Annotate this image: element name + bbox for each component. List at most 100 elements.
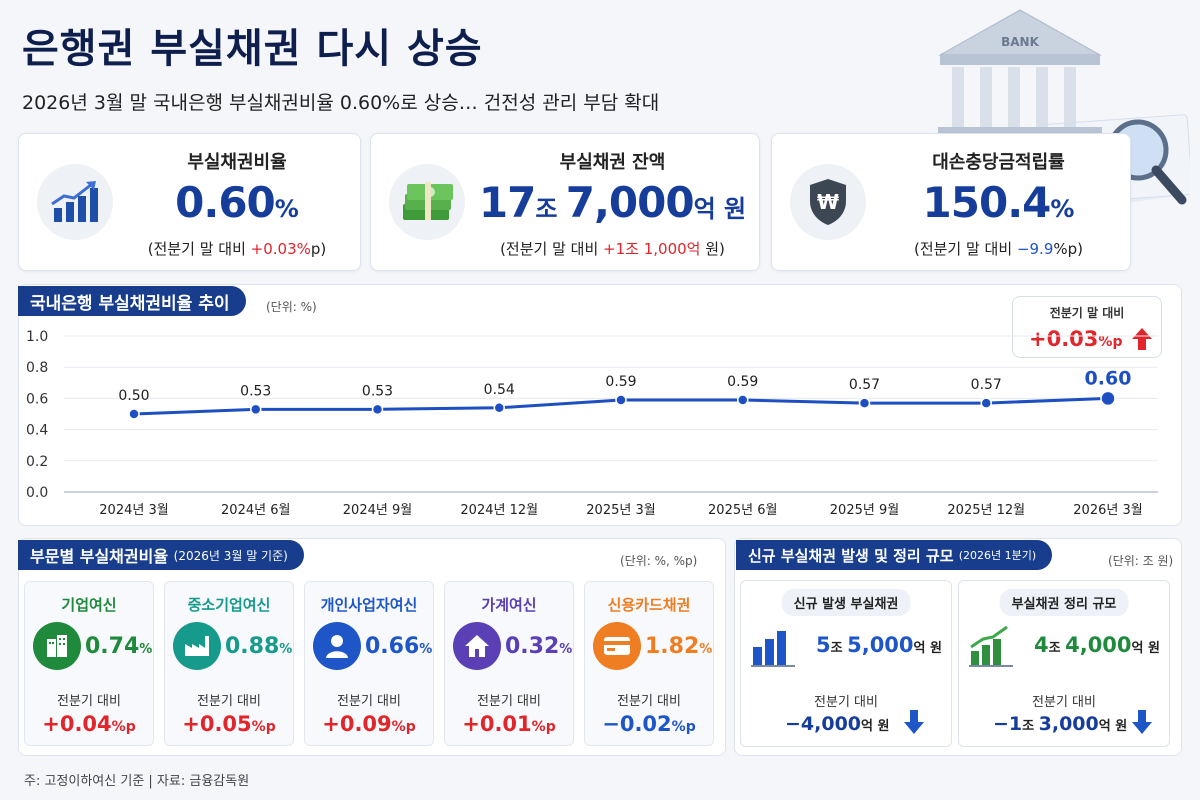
won-shield-icon: ₩ bbox=[790, 164, 866, 240]
money-icon bbox=[389, 164, 465, 240]
x-tick-label: 2024년 3월 bbox=[99, 503, 168, 518]
segment-change-label: 전분기 대비 bbox=[197, 694, 261, 709]
trend-unit: (단위: %) bbox=[266, 300, 317, 314]
data-point bbox=[250, 403, 262, 416]
x-tick-label: 2024년 9월 bbox=[343, 503, 412, 518]
segment-value: 0.88% bbox=[225, 634, 293, 659]
flow-change-label: 전분기 대비 bbox=[1032, 695, 1096, 710]
data-label: 0.54 bbox=[484, 382, 515, 398]
factory-icon bbox=[173, 622, 221, 670]
growth-chart-icon bbox=[969, 625, 1013, 667]
person-icon bbox=[313, 622, 361, 670]
footer-note: 주: 고정이하여신 기준 | 자료: 금융감독원 bbox=[24, 774, 250, 789]
kpi-label: 부실채권 잔액 bbox=[559, 152, 666, 173]
data-label: 0.59 bbox=[727, 374, 758, 390]
segment-card: 기업여신 0.74% 전분기 대비 +0.04%p bbox=[24, 581, 154, 746]
chart-up-icon bbox=[37, 164, 113, 240]
kpi-npl-balance: 부실채권 잔액 17조 7,000억 원 (전분기 말 대비 +1조 1,000… bbox=[370, 133, 760, 271]
flow-card-new-npl: 신규 발생 부실채권 5조 5,000억 원 전분기 대비 −4,000억 원 bbox=[740, 580, 952, 747]
trend-callout: 전분기 말 대비 +0.03%p bbox=[1012, 296, 1162, 358]
y-tick-label: 0.2 bbox=[26, 454, 48, 470]
data-point bbox=[371, 403, 384, 416]
segment-name: 기업여신 bbox=[61, 596, 117, 614]
segment-change: +0.05%p bbox=[182, 712, 276, 736]
bar-chart-icon bbox=[751, 631, 795, 667]
segment-value: 0.74% bbox=[85, 634, 153, 659]
data-label: 0.53 bbox=[240, 383, 271, 399]
flow-label: 부실채권 정리 규모 bbox=[999, 589, 1129, 616]
kpi-value: 150.4% bbox=[922, 178, 1075, 227]
x-tick-label: 2024년 6월 bbox=[221, 503, 290, 518]
segment-change: +0.09%p bbox=[322, 712, 416, 736]
kpi-change: (전분기 말 대비 +0.03%p) bbox=[147, 240, 327, 258]
segment-card: 개인사업자여신 0.66% 전분기 대비 +0.09%p bbox=[304, 581, 434, 746]
segment-change-label: 전분기 대비 bbox=[337, 694, 401, 709]
segment-change: −0.02%p bbox=[602, 712, 696, 736]
segment-unit: (단위: %, %p) bbox=[620, 554, 698, 568]
flow-change-label: 전분기 대비 bbox=[814, 695, 878, 710]
segment-change: +0.04%p bbox=[42, 712, 136, 736]
bank-sign: BANK bbox=[1001, 35, 1039, 49]
flow-unit: (단위: 조 원) bbox=[1108, 554, 1174, 568]
kpi-loan-loss-reserve: ₩ 대손충당금적립률 150.4% (전분기 말 대비 −9.9%p) bbox=[771, 133, 1131, 271]
flow-value: 4조 4,000억 원 bbox=[1033, 633, 1160, 657]
segment-value: 0.32% bbox=[505, 634, 573, 659]
x-tick-label: 2024년 12월 bbox=[460, 503, 538, 518]
x-tick-label: 2026년 3월 bbox=[1073, 503, 1142, 518]
kpi-label: 대손충당금적립률 bbox=[932, 152, 1065, 173]
x-tick-label: 2025년 6월 bbox=[708, 503, 777, 518]
kpi-change: (전분기 말 대비 +1조 1,000억 원) bbox=[500, 240, 725, 258]
svg-text:₩: ₩ bbox=[817, 190, 839, 214]
arrow-down-icon bbox=[1132, 710, 1152, 734]
data-label: 0.60 bbox=[1085, 367, 1132, 389]
data-label: 0.50 bbox=[118, 388, 149, 404]
flow-title: 신규 부실채권 발생 및 정리 규모 (2026년 1분기) bbox=[736, 540, 1053, 570]
y-tick-label: 0.8 bbox=[26, 360, 48, 376]
data-label: 0.59 bbox=[605, 374, 636, 390]
data-point bbox=[493, 402, 505, 414]
x-tick-label: 2025년 12월 bbox=[947, 503, 1025, 518]
x-tick-label: 2025년 3월 bbox=[586, 503, 655, 518]
x-tick-label: 2025년 9월 bbox=[830, 503, 899, 518]
house-icon bbox=[453, 622, 501, 670]
segment-name: 가계여신 bbox=[481, 596, 537, 614]
segment-name: 중소기업여신 bbox=[187, 596, 271, 614]
segment-change: +0.01%p bbox=[462, 712, 556, 736]
data-point bbox=[1100, 390, 1116, 407]
flow-change: −4,000억 원 bbox=[785, 713, 890, 735]
kpi-value: 0.60% bbox=[175, 178, 299, 227]
building-icon bbox=[33, 622, 81, 670]
segment-change-label: 전분기 대비 bbox=[57, 694, 121, 709]
data-point bbox=[858, 397, 871, 409]
y-tick-label: 0.0 bbox=[26, 485, 48, 501]
y-tick-label: 0.6 bbox=[26, 391, 48, 407]
data-point bbox=[615, 394, 627, 406]
segment-card: 중소기업여신 0.88% 전분기 대비 +0.05%p bbox=[164, 581, 294, 746]
data-label: 0.57 bbox=[971, 377, 1002, 393]
y-tick-label: 0.4 bbox=[26, 423, 48, 439]
data-point bbox=[980, 397, 992, 409]
kpi-npl-ratio: 부실채권비율 0.60% (전분기 말 대비 +0.03%p) bbox=[18, 133, 361, 271]
kpi-label: 부실채권비율 bbox=[187, 152, 287, 173]
data-point bbox=[128, 408, 140, 420]
data-point bbox=[737, 394, 749, 406]
data-label: 0.57 bbox=[849, 377, 880, 393]
page-title: 은행권 부실채권 다시 상승 bbox=[22, 26, 483, 72]
arrow-up-icon bbox=[1132, 328, 1152, 350]
callout-value: +0.03%p bbox=[1029, 327, 1123, 351]
segment-title: 부문별 부실채권비율 (2026년 3월 말 기준) bbox=[18, 540, 304, 570]
kpi-change: (전분기 말 대비 −9.9%p) bbox=[913, 240, 1084, 258]
card-icon bbox=[593, 622, 641, 670]
trend-title: 국내은행 부실채권비율 추이 bbox=[18, 286, 246, 316]
flow-change: −1조 3,000억 원 bbox=[993, 713, 1128, 735]
segment-change-label: 전분기 대비 bbox=[617, 694, 681, 709]
segment-name: 개인사업자여신 bbox=[320, 596, 418, 614]
segment-card: 가계여신 0.32% 전분기 대비 +0.01%p bbox=[444, 581, 574, 746]
data-label: 0.53 bbox=[362, 383, 393, 399]
kpi-value: 17조 7,000억 원 bbox=[478, 178, 747, 227]
flow-label: 신규 발생 부실채권 bbox=[781, 589, 911, 616]
segment-name: 신용카드채권 bbox=[607, 596, 691, 614]
flow-value: 5조 5,000억 원 bbox=[815, 633, 942, 657]
page-subtitle: 2026년 3월 말 국내은행 부실채권비율 0.60%로 상승… 건전성 관리… bbox=[22, 92, 660, 114]
flow-card-npl-resolution: 부실채권 정리 규모 4조 4,000억 원 전분기 대비 −1조 3,000억… bbox=[958, 580, 1170, 747]
